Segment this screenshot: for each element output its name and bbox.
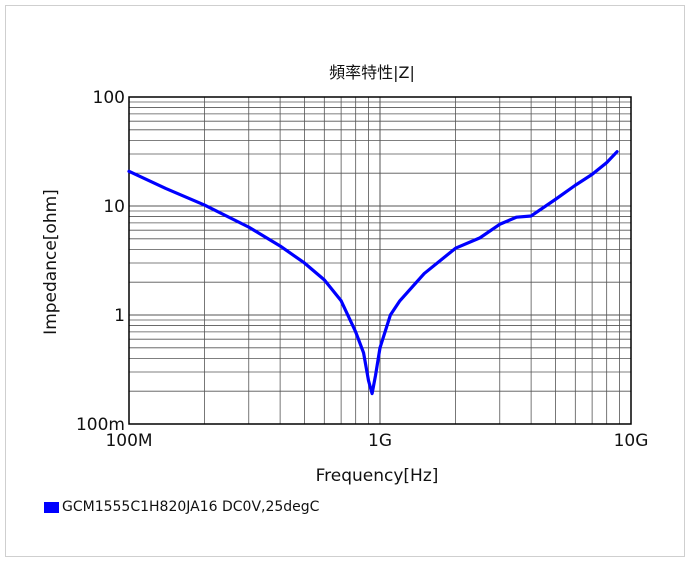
y-tick-label: 100m xyxy=(76,415,125,435)
x-tick-label: 10G xyxy=(614,431,649,451)
y-tick-label: 100 xyxy=(93,88,125,108)
legend: GCM1555C1H820JA16 DC0V,25degC xyxy=(44,499,319,515)
series-layer xyxy=(127,150,619,396)
chart-title: 頻率特性|Z| xyxy=(329,63,415,82)
grid-lines xyxy=(128,97,631,425)
y-axis-label: Impedance[ohm] xyxy=(41,189,61,335)
y-tick-label: 1 xyxy=(114,306,125,326)
plot-area-border xyxy=(128,96,632,425)
legend-label: GCM1555C1H820JA16 DC0V,25degC xyxy=(62,499,320,515)
legend-swatch xyxy=(44,501,59,513)
series-line xyxy=(127,150,619,396)
tick-labels: 100M 1G 10G 100m 1 10 100 xyxy=(76,88,648,451)
x-tick-label: 100M xyxy=(105,431,152,451)
x-axis-label: Frequency[Hz] xyxy=(316,466,439,486)
y-tick-label: 10 xyxy=(103,197,125,217)
x-tick-label: 1G xyxy=(368,431,392,451)
